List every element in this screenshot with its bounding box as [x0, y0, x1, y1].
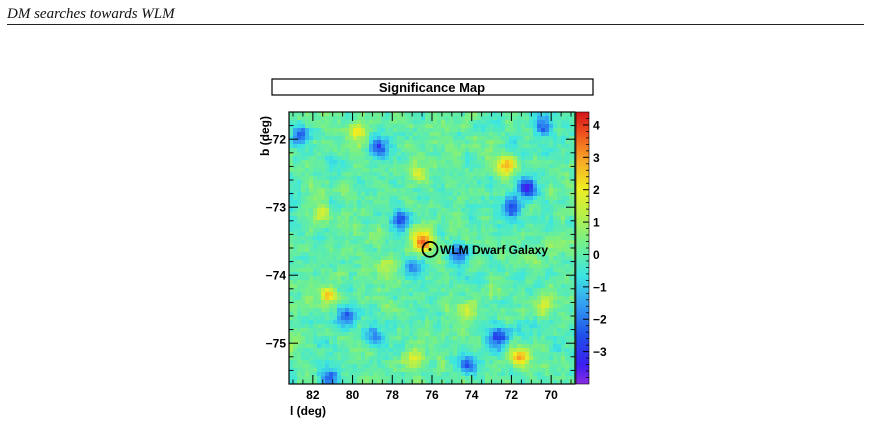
- y-axis-label: b (deg): [258, 116, 272, 156]
- header-rule: [7, 24, 864, 25]
- wlm-center-dot: [428, 247, 432, 251]
- title-box: [271, 78, 594, 96]
- x-tick-label: 74: [465, 388, 479, 402]
- colorbar: [576, 112, 589, 384]
- x-axis-label: l (deg): [290, 404, 326, 418]
- colorbar-tick-label: 3: [593, 151, 600, 165]
- x-tick-label: 78: [386, 388, 400, 402]
- running-head: DM searches towards WLM: [7, 6, 175, 22]
- x-tick-label: 76: [425, 388, 439, 402]
- colorbar-tick-label: −1: [593, 280, 607, 294]
- y-tick-label: −74: [266, 269, 287, 283]
- axes: 82 80 78 76 74 72 70 −72 −73 −74 −75: [266, 111, 575, 402]
- colorbar-tick-label: −2: [593, 313, 607, 327]
- colorbar-tick-label: 4: [593, 118, 600, 132]
- colorbar-tick-label: 2: [593, 183, 600, 197]
- colorbar-ticks: 4 3 2 1 0 −1 −2 −3: [583, 118, 607, 378]
- colorbar-tick-label: 0: [593, 248, 600, 262]
- x-tick-label: 82: [306, 388, 320, 402]
- wlm-annotation-label: WLM Dwarf Galaxy: [440, 243, 548, 257]
- x-tick-label: 72: [505, 388, 519, 402]
- y-tick-label: −75: [266, 337, 287, 351]
- y-tick-label: −72: [266, 133, 287, 147]
- wlm-marker: WLM Dwarf Galaxy: [421, 240, 548, 258]
- y-tick-label: −73: [266, 201, 287, 215]
- wlm-circle: [421, 240, 439, 258]
- x-tick-label: 70: [544, 388, 558, 402]
- heatmap-layer: [289, 112, 575, 384]
- colorbar-tick-label: 1: [593, 216, 600, 230]
- chart-title: Significance Map: [379, 80, 485, 95]
- x-tick-label: 80: [346, 388, 360, 402]
- colorbar-tick-label: −3: [593, 345, 607, 359]
